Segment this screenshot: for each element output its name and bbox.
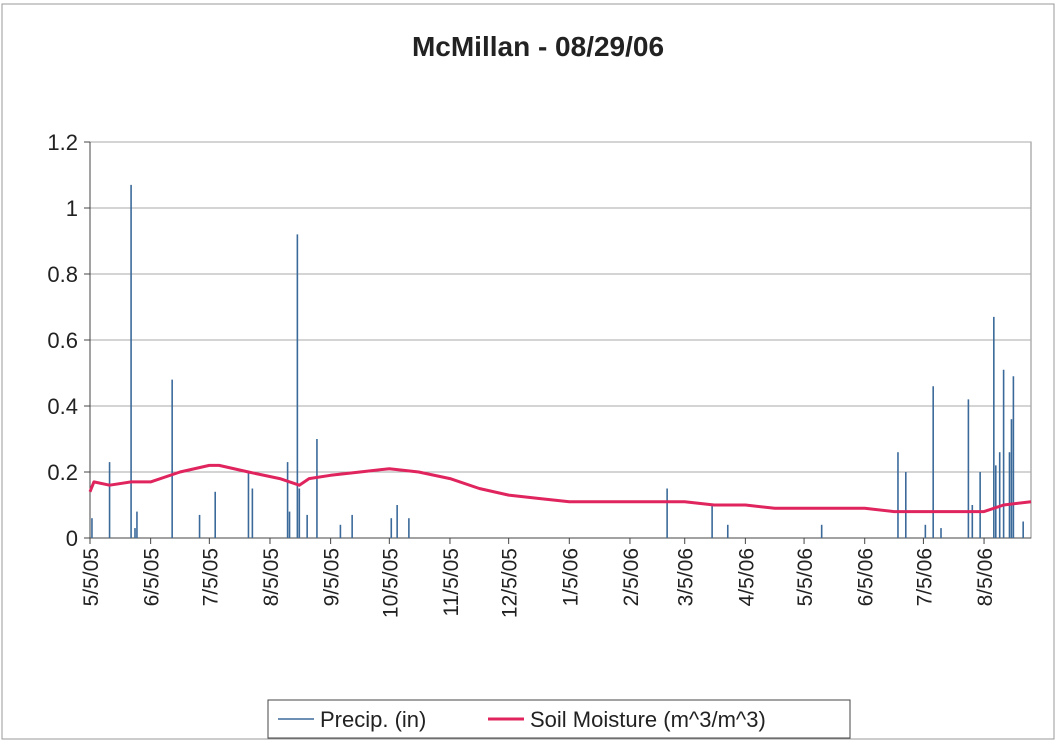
x-tick-label: 8/5/05 — [260, 548, 283, 606]
x-tick-label: 5/5/06 — [794, 548, 817, 606]
y-tick-label: 1 — [66, 196, 78, 221]
x-tick-label: 2/5/06 — [620, 548, 643, 606]
x-tick-label: 8/5/06 — [974, 548, 997, 606]
y-tick-label: 0.2 — [47, 460, 78, 485]
x-tick-label: 1/5/06 — [559, 548, 582, 606]
legend-label: Precip. (in) — [320, 707, 426, 732]
y-tick-label: 0 — [66, 526, 78, 551]
y-tick-label: 0.4 — [47, 394, 78, 419]
legend-box — [267, 699, 851, 739]
soil-moisture-line — [88, 463, 1032, 514]
y-tick-label: 0.6 — [47, 328, 78, 353]
legend-label: Soil Moisture (m^3/m^3) — [530, 707, 766, 732]
x-tick-label: 10/5/05 — [379, 548, 402, 618]
x-tick-label: 7/5/06 — [913, 548, 936, 606]
x-tick-label: 6/5/05 — [141, 548, 164, 606]
x-tick-label: 4/5/06 — [735, 548, 758, 606]
y-tick-label: 0.8 — [47, 262, 78, 287]
x-tick-label: 7/5/05 — [199, 548, 222, 606]
x-tick-label: 11/5/05 — [440, 548, 463, 617]
x-tick-label: 12/5/05 — [499, 548, 522, 618]
x-tick-label: 5/5/05 — [80, 548, 103, 606]
x-tick-label: 3/5/06 — [675, 548, 698, 606]
y-tick-label: 1.2 — [47, 130, 78, 155]
chart-title: McMillan - 08/29/06 — [412, 31, 664, 62]
x-tick-label: 6/5/06 — [855, 548, 878, 606]
x-tick-label: 9/5/05 — [321, 548, 344, 606]
